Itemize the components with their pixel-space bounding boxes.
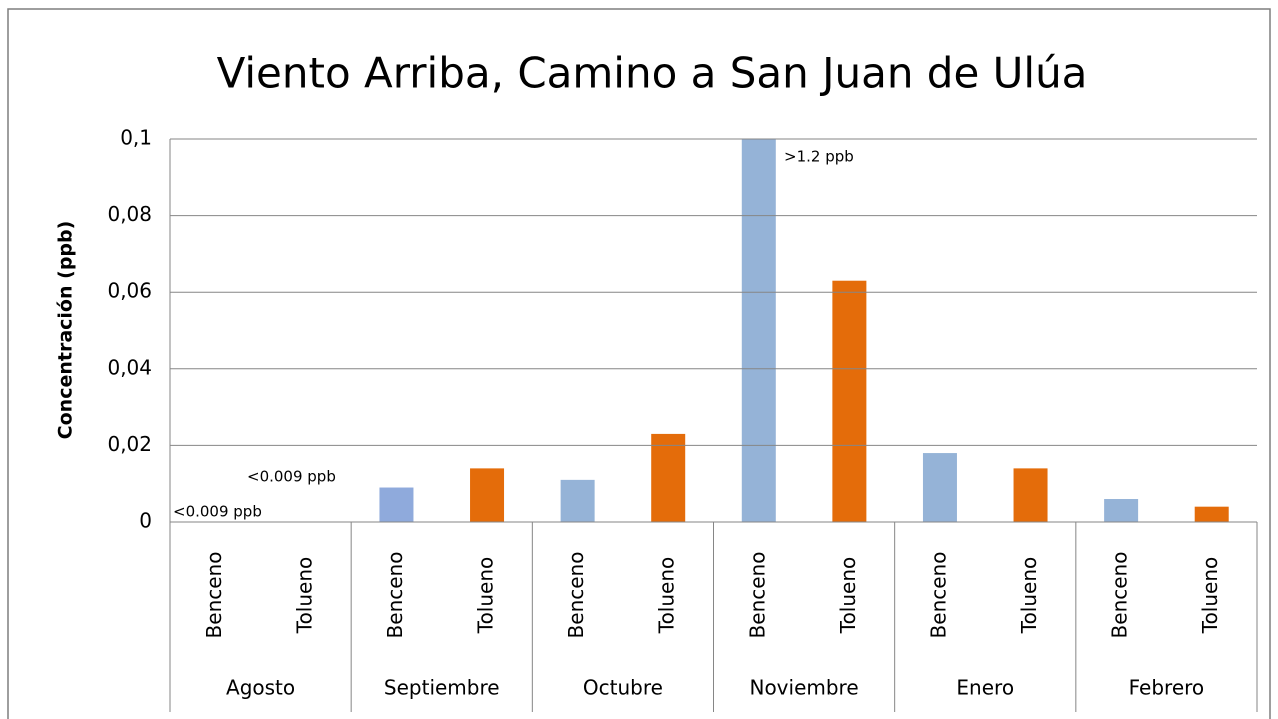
bar <box>741 139 776 522</box>
x-tick-label: Benceno <box>1108 552 1132 639</box>
y-tick-label: 0,06 <box>107 279 152 303</box>
x-tick-label: Tolueno <box>292 557 316 635</box>
x-tick-label: Benceno <box>745 552 769 639</box>
annotation: >1.2 ppb <box>784 148 854 166</box>
y-tick-label: 0 <box>139 509 152 533</box>
group-label: Enero <box>956 676 1014 700</box>
group-label: Noviembre <box>749 676 858 700</box>
x-tick-label: Benceno <box>926 552 950 639</box>
y-tick-label: 0,02 <box>107 432 152 456</box>
x-tick-label: Benceno <box>564 552 588 639</box>
group-label: Septiembre <box>384 676 500 700</box>
y-tick-label: 0,04 <box>107 355 152 379</box>
annotation: <0.009 ppb <box>173 503 262 521</box>
bar <box>922 453 957 522</box>
y-tick-label: 0,1 <box>120 126 152 150</box>
x-tick-label: Tolueno <box>655 557 679 635</box>
plot-area <box>379 139 1229 522</box>
bar <box>379 487 414 522</box>
x-tick-label: Tolueno <box>1198 557 1222 635</box>
x-tick-label: Tolueno <box>474 557 498 635</box>
bar <box>470 468 505 522</box>
x-tick-label: Benceno <box>202 552 226 639</box>
bar <box>560 479 595 522</box>
bar <box>832 280 867 522</box>
chart-border <box>7 8 1271 719</box>
bar <box>651 433 686 522</box>
x-tick-label: Benceno <box>383 552 407 639</box>
y-tick-label: 0,08 <box>107 202 152 226</box>
group-label: Octubre <box>583 676 663 700</box>
chart-title: Viento Arriba, Camino a San Juan de Ulúa <box>217 49 1088 98</box>
x-tick-label: Tolueno <box>1017 557 1041 635</box>
y-axis-label: Concentración (ppb) <box>55 221 77 440</box>
bar <box>1104 499 1139 522</box>
annotation: <0.009 ppb <box>247 468 336 486</box>
x-tick-label: Tolueno <box>836 557 860 635</box>
group-label: Agosto <box>226 676 295 700</box>
group-label: Febrero <box>1129 676 1205 700</box>
bar <box>1013 468 1048 522</box>
bar <box>1194 506 1229 522</box>
